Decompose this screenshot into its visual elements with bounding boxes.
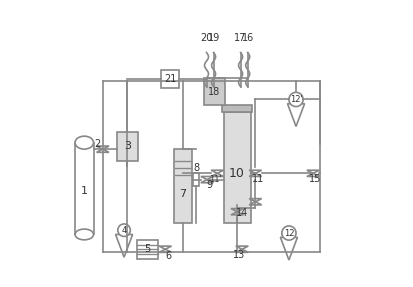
Text: 19: 19 (207, 33, 220, 43)
Bar (75, 143, 93, 234)
Text: 3: 3 (124, 141, 131, 151)
Bar (204, 78, 225, 105)
Text: 21: 21 (164, 74, 176, 84)
Text: 20: 20 (200, 33, 213, 43)
Text: 9: 9 (206, 180, 212, 190)
Ellipse shape (75, 229, 93, 240)
Polygon shape (116, 234, 133, 257)
Text: 16: 16 (242, 33, 254, 43)
Polygon shape (280, 237, 297, 260)
Bar (161, 70, 180, 88)
Text: 15: 15 (309, 174, 321, 184)
Bar (193, 173, 199, 186)
Text: 6: 6 (165, 251, 171, 261)
Text: 17: 17 (235, 33, 247, 43)
Ellipse shape (75, 136, 93, 149)
Text: 13: 13 (233, 250, 245, 260)
Circle shape (289, 92, 303, 106)
Text: 7: 7 (180, 189, 187, 199)
Bar (137, 240, 158, 259)
Text: 12': 12' (290, 95, 302, 104)
Text: 8: 8 (193, 163, 199, 173)
Text: 18: 18 (208, 87, 221, 97)
Text: 14: 14 (236, 208, 248, 218)
Text: 12: 12 (284, 228, 294, 238)
Circle shape (282, 226, 296, 240)
Bar (174, 149, 192, 223)
Text: 11': 11' (209, 174, 221, 183)
Bar (223, 112, 251, 223)
Bar (117, 132, 138, 160)
Polygon shape (287, 104, 304, 127)
Text: 10: 10 (229, 167, 245, 180)
Text: 11: 11 (252, 174, 264, 184)
Text: 4: 4 (121, 226, 127, 235)
Text: 2: 2 (94, 139, 100, 148)
Text: 5: 5 (145, 244, 151, 254)
Bar (222, 105, 252, 112)
Circle shape (118, 224, 131, 236)
Text: 1: 1 (81, 186, 88, 196)
